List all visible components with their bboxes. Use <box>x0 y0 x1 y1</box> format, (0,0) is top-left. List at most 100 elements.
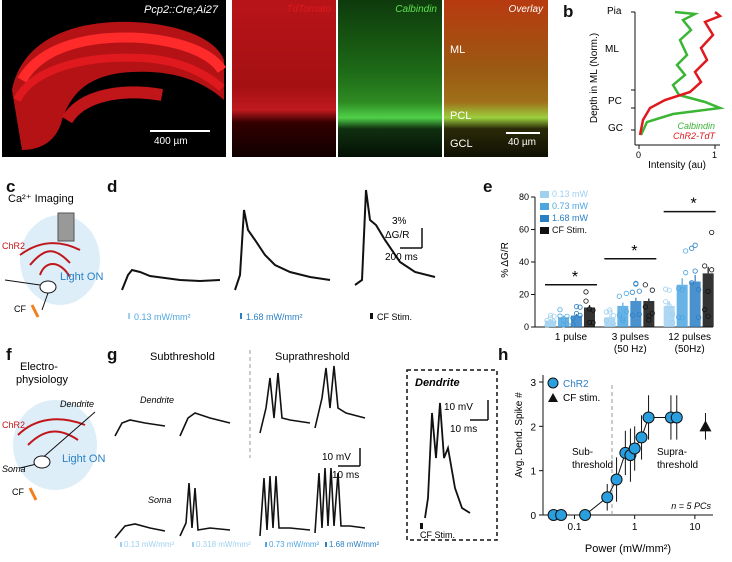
e-point <box>702 263 708 269</box>
scale-bar <box>150 130 210 132</box>
e-legend-label: CF Stim. <box>552 225 587 235</box>
panel-c-schematic: Ca²⁺ Imaging ChR2 Light ON CF <box>2 193 103 318</box>
e-point <box>683 248 689 254</box>
scale-bar-2-label: 40 µm <box>508 137 536 148</box>
panel-d-traces: 3% ΔG/R 200 ms 0.13 mW/mm² 1.68 mW/mm² C… <box>121 189 436 322</box>
layer-gcl: GCL <box>450 138 473 150</box>
e-point <box>666 303 672 309</box>
scale-g-y: 10 mV <box>322 452 351 463</box>
e-point <box>705 288 711 294</box>
e-point <box>551 313 557 319</box>
h-point <box>635 431 648 444</box>
h-legend-marker <box>547 377 559 389</box>
e-point <box>620 318 626 324</box>
trace-dend-1 <box>114 419 166 437</box>
legend-chr2: ChR2-TdT <box>673 131 717 141</box>
scale-d-unit: ΔG/R <box>385 230 409 241</box>
panel-f-schematic: Electro- physiology Dendrite ChR2 Soma L… <box>2 361 105 501</box>
e-bar <box>676 284 688 327</box>
e-ytick: 80 <box>519 192 529 202</box>
h-point <box>642 411 655 424</box>
channel-label: Calbindin <box>395 4 437 15</box>
h-ylabel: Avg. Dend. Spike # <box>514 392 525 478</box>
e-point <box>551 319 557 325</box>
panel-label-g: g <box>107 345 118 364</box>
e-point <box>709 229 715 236</box>
e-point <box>670 320 676 326</box>
label-d-1: 1.68 mW/mm² <box>246 312 303 322</box>
e-sig-star: * <box>691 196 697 213</box>
tick-1: 1 <box>712 150 717 160</box>
e-bar <box>584 307 595 327</box>
e-point <box>679 314 685 321</box>
e-point <box>590 320 596 326</box>
scale-bar-label: 400 µm <box>154 136 188 147</box>
layer-pc: PC <box>608 96 622 107</box>
h-xtick: 0.1 <box>568 522 582 533</box>
scale-g-x: 10 ms <box>332 470 359 481</box>
e-category-label: (50 Hz) <box>614 344 647 355</box>
trace-dend-3 <box>259 372 311 434</box>
e-point <box>570 322 576 328</box>
inset-title: Dendrite <box>415 377 460 389</box>
e-ytick: 0 <box>524 322 529 332</box>
h-point <box>579 509 592 521</box>
e-point <box>692 268 698 274</box>
e-point <box>603 318 609 324</box>
e-point <box>586 319 593 326</box>
h-region-left: threshold <box>572 460 613 471</box>
e-sig-star: * <box>572 269 578 286</box>
calbindin-profile <box>639 10 725 136</box>
e-point <box>573 310 580 317</box>
e-ylabel: % ΔG/R <box>500 242 511 278</box>
e-point <box>557 313 563 319</box>
e-bar <box>630 301 642 327</box>
e-legend-label: 0.13 mW <box>552 189 589 199</box>
e-point <box>610 313 616 319</box>
e-bar <box>604 317 616 327</box>
tick-0: 0 <box>636 150 641 160</box>
e-point <box>709 267 715 273</box>
ca-imaging-title: Ca²⁺ Imaging <box>8 193 74 205</box>
h-point <box>670 411 683 424</box>
e-legend-label: 0.73 mW <box>552 201 589 211</box>
label-g-0: 0.13 mW/mm² <box>124 540 175 549</box>
e-point <box>590 307 596 313</box>
panel-label-f: f <box>6 345 12 364</box>
layer-gc: GC <box>608 123 623 134</box>
trace-soma-4 <box>314 467 366 534</box>
e-point <box>607 309 613 315</box>
channel-label: TdTomato <box>286 4 331 15</box>
e-point <box>689 245 695 251</box>
h-point <box>610 473 623 486</box>
e-point <box>570 315 576 321</box>
panel-b-xlabel: Intensity (au) <box>648 160 706 171</box>
e-point <box>679 287 685 293</box>
layer-ml: ML <box>605 44 619 55</box>
e-point <box>564 313 570 319</box>
inset-box <box>406 369 498 541</box>
e-point <box>670 311 676 317</box>
h-ytick: 1 <box>530 467 536 478</box>
e-point <box>683 270 689 276</box>
h-ytick: 0 <box>530 511 536 522</box>
e-legend-label: 1.68 mW <box>552 213 589 223</box>
panel-label-e: e <box>483 177 493 196</box>
e-point <box>577 304 583 310</box>
e-point <box>573 304 580 310</box>
panel-label-h: h <box>498 345 509 364</box>
e-point <box>646 317 652 323</box>
panel-g-traces: Subthreshold Suprathreshold Dendrite Som… <box>114 350 498 549</box>
panel-label-c: c <box>6 177 16 196</box>
row-soma: Soma <box>148 495 172 505</box>
dendrite-label: Dendrite <box>60 399 94 409</box>
layer-pia: Pia <box>607 6 622 17</box>
ephys-title-1: Electro- <box>20 361 58 373</box>
e-point <box>583 289 589 295</box>
h-point <box>628 442 641 455</box>
h-note: n = 5 PCs <box>671 501 711 511</box>
e-point <box>620 316 626 322</box>
label-g-3: 1.68 mW/mm² <box>329 540 380 549</box>
e-category-label: 12 pulses <box>668 332 711 343</box>
e-point <box>557 307 563 313</box>
